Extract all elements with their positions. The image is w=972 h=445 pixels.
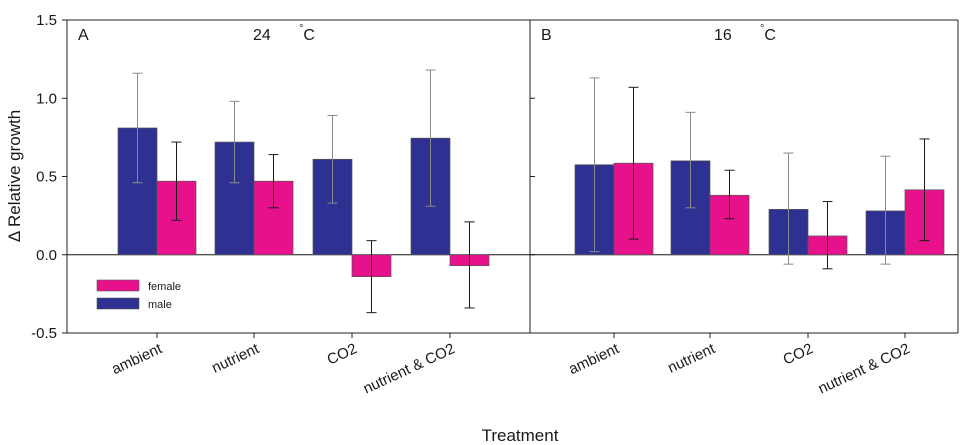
category-label: CO2 [325,340,360,368]
bar-female [709,194,750,256]
y-tick-label: 1.5 [36,12,57,29]
category-label: ambient [566,340,622,378]
y-tick-label: 1.0 [36,90,57,107]
legend-swatch-male [96,297,140,310]
x-axis-title: Treatment [482,426,559,445]
category-label: CO2 [781,340,816,368]
category-label: ambient [109,340,165,378]
legend-label-female: female [148,281,181,293]
panel-a-degree-unit: °C [299,23,315,44]
legend-swatch-female [96,279,140,292]
y-axis-title: Δ Relative growth [5,110,24,242]
panel-a-temperature: 24 [253,27,271,44]
category-label: nutrient & CO2 [816,340,913,397]
panel-b-degree-unit: °C [760,23,776,44]
y-tick-label: 0.5 [36,169,57,186]
category-label: nutrient [665,340,718,377]
category-label: nutrient [209,340,262,377]
legend-label-male: male [148,299,172,311]
category-label: nutrient & CO2 [361,340,458,397]
panel-b-temperature: 16 [714,27,732,44]
y-tick-label: -0.5 [31,325,57,342]
panel-a-letter: A [78,27,89,44]
legend: female male [96,279,181,311]
y-tick-label: 0.0 [36,247,57,264]
panel-b-letter: B [541,27,552,44]
